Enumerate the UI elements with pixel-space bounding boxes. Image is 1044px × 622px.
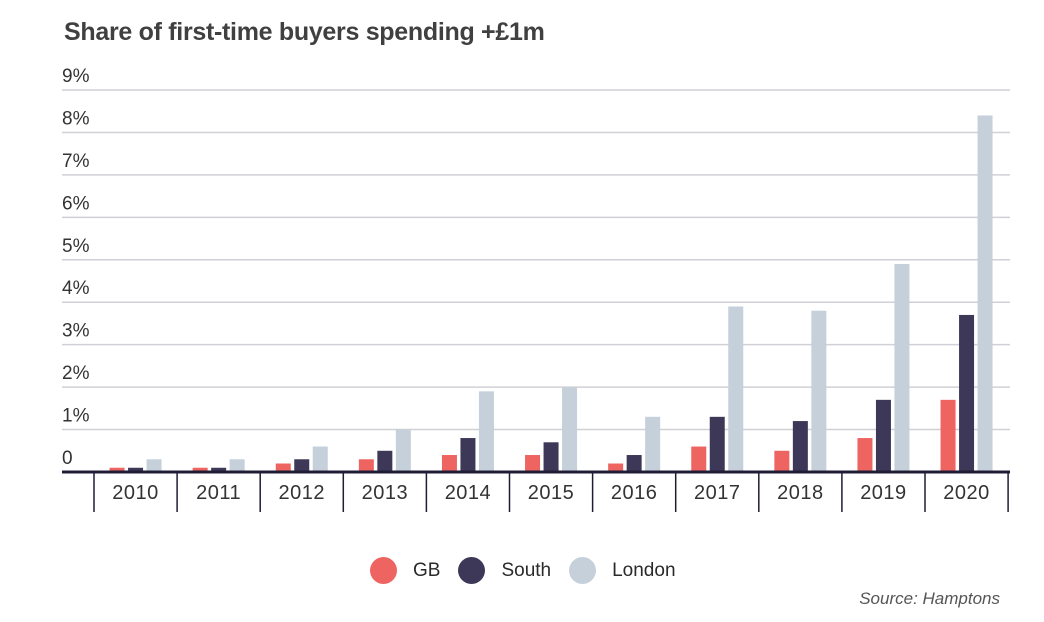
bar-gb-2016 <box>608 463 624 472</box>
bar-gb-2014 <box>441 455 457 472</box>
legend-swatch-south <box>458 557 486 584</box>
x-tick-label: 2014 <box>445 482 492 504</box>
y-tick-label: 9% <box>62 66 90 87</box>
bar-london-2013 <box>395 429 411 472</box>
x-tick-label: 2015 <box>528 482 575 504</box>
bar-london-2011 <box>229 459 245 472</box>
bar-south-2019 <box>875 399 891 472</box>
bar-london-2019 <box>894 264 910 472</box>
legend-label-gb: GB <box>413 559 441 581</box>
y-tick-label: 2% <box>62 363 90 384</box>
legend-item-south: South <box>458 557 551 584</box>
bar-south-2013 <box>377 450 393 472</box>
bar-south-2014 <box>460 438 476 472</box>
bar-gb-2018 <box>774 450 790 472</box>
bar-south-2015 <box>543 442 559 472</box>
bar-south-2020 <box>959 314 975 472</box>
bar-gb-2020 <box>940 399 956 472</box>
legend-label-south: South <box>501 559 552 581</box>
y-tick-label: 0 <box>62 448 73 469</box>
legend-label-london: London <box>612 559 676 581</box>
bar-london-2012 <box>312 446 328 472</box>
legend-swatch-gb <box>370 557 397 584</box>
bar-south-2016 <box>626 455 642 472</box>
bar-south-2017 <box>709 416 725 472</box>
x-tick-label: 2016 <box>611 482 658 504</box>
legend: GB South London <box>370 557 694 584</box>
bar-south-2012 <box>294 459 310 472</box>
legend-swatch-london <box>569 557 597 584</box>
bar-gb-2017 <box>691 446 707 472</box>
bars <box>109 115 993 472</box>
x-tick-label: 2020 <box>943 482 990 504</box>
bar-gb-2013 <box>358 459 374 472</box>
x-tick-label: 2012 <box>279 482 326 504</box>
y-tick-label: 6% <box>62 193 90 214</box>
bar-london-2020 <box>977 115 993 472</box>
x-tick-label: 2018 <box>777 482 824 504</box>
legend-item-london: London <box>569 557 676 584</box>
x-tick-label: 2017 <box>694 482 741 504</box>
bar-london-2017 <box>728 306 744 472</box>
y-tick-label: 3% <box>62 321 90 342</box>
bar-london-2016 <box>645 416 661 472</box>
bar-gb-2010 <box>109 467 125 472</box>
y-tick-label: 1% <box>62 406 90 427</box>
x-tick-label: 2010 <box>112 482 159 504</box>
source-note: Source: Hamptons <box>859 589 1000 608</box>
bar-gb-2011 <box>192 467 208 472</box>
bar-south-2018 <box>792 421 808 472</box>
bar-london-2015 <box>562 387 578 472</box>
y-axis-ticks: 0 1% 2% 3% 4% 5% 6% 7% 8% 9% <box>62 66 90 469</box>
x-tick-label: 2011 <box>196 482 241 504</box>
bar-london-2018 <box>811 310 827 472</box>
x-tick-label: 2013 <box>362 482 409 504</box>
bar-gb-2019 <box>857 438 873 472</box>
bar-south-2010 <box>128 467 144 472</box>
y-tick-label: 8% <box>62 108 90 129</box>
x-axis: 2010 2011 2012 2013 2014 2015 2016 2017 2018 2019… <box>62 470 1010 512</box>
x-tick-label: 2019 <box>860 482 907 504</box>
chart-title: Share of first-time buyers spending +£1m <box>64 18 545 46</box>
legend-item-gb: GB <box>370 557 440 584</box>
y-tick-label: 5% <box>62 236 90 257</box>
bar-gb-2012 <box>275 463 291 472</box>
bar-london-2014 <box>478 391 494 472</box>
bar-south-2011 <box>211 467 227 472</box>
y-tick-label: 4% <box>62 278 90 299</box>
bar-london-2010 <box>146 459 162 472</box>
y-tick-label: 7% <box>62 151 90 172</box>
bar-gb-2015 <box>525 455 541 472</box>
gridlines <box>62 89 1010 431</box>
